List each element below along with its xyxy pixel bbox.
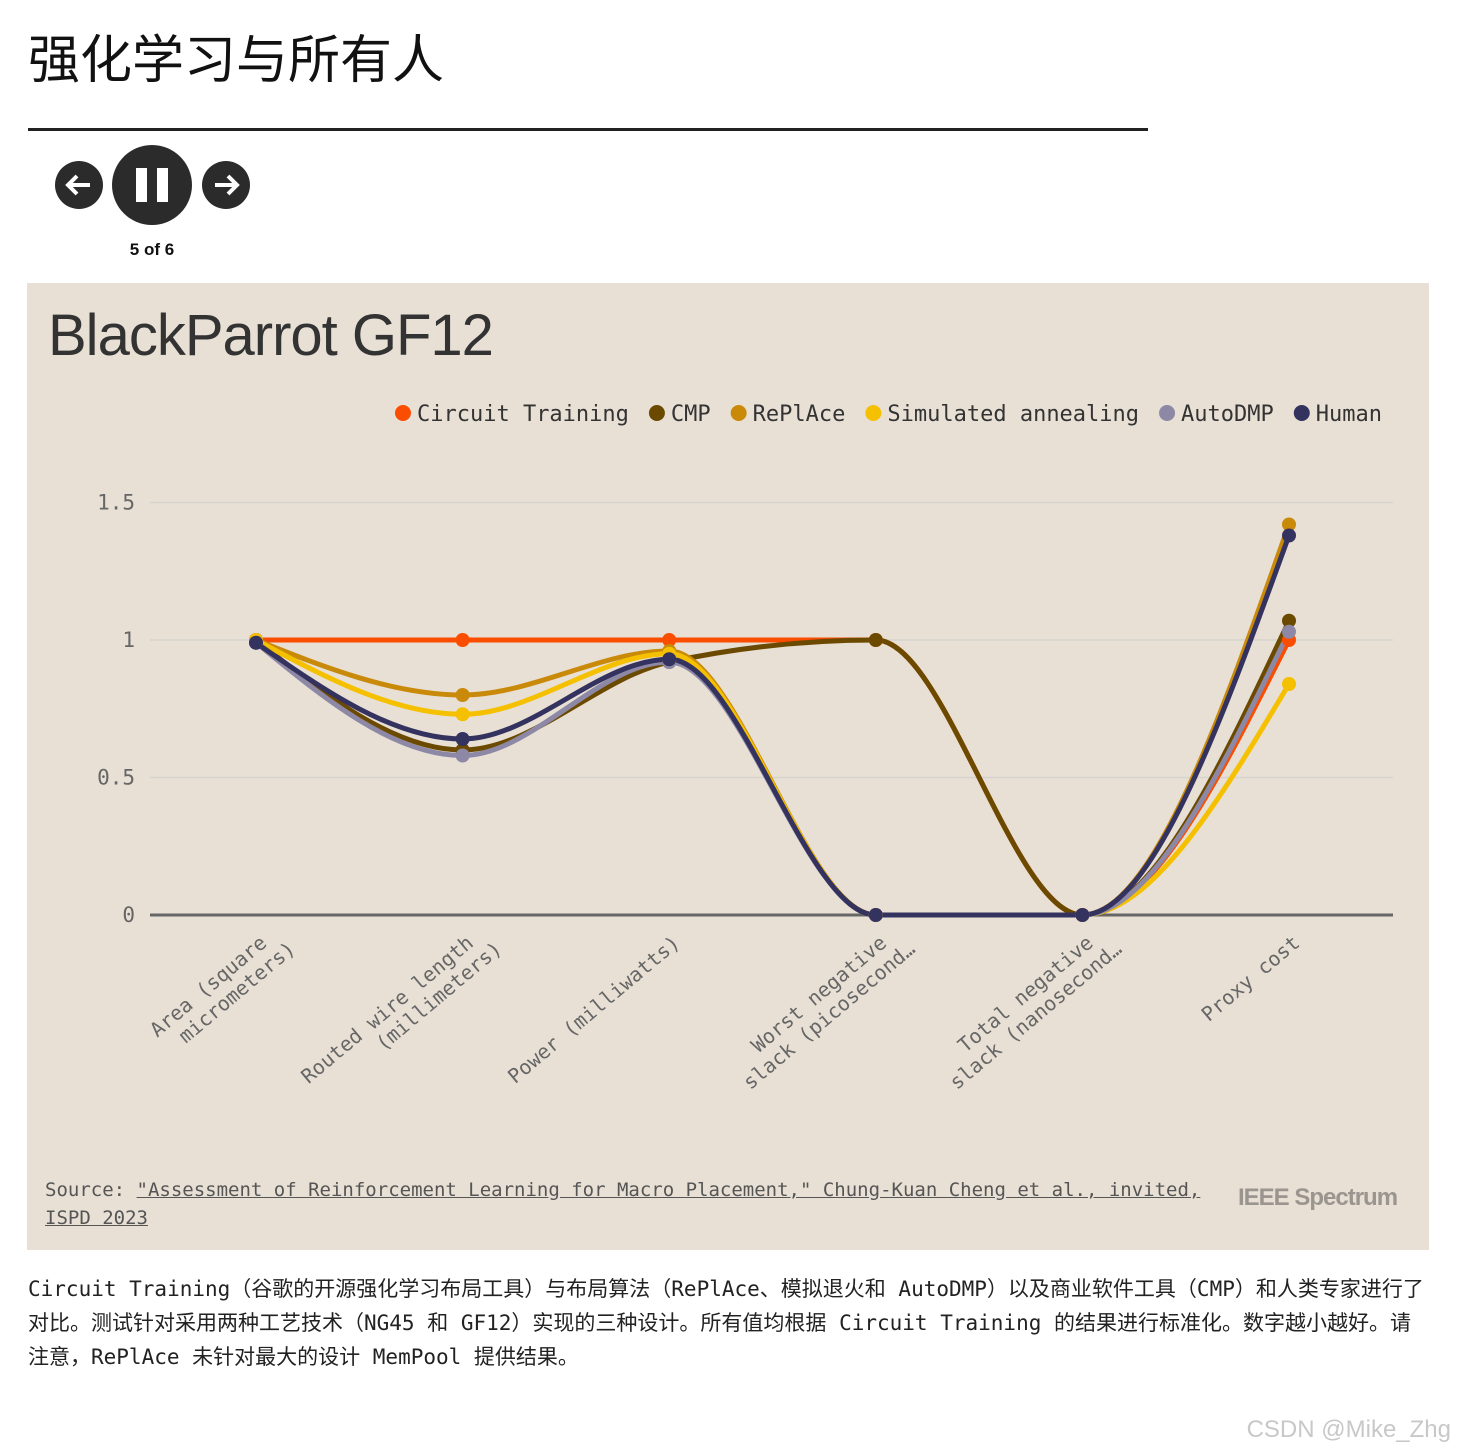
data-point [455,707,470,722]
data-point [1282,613,1296,628]
data-point [868,908,883,922]
source: Source: "Assessment of Reinforcement Lea… [45,1176,1220,1232]
y-tick-label: 0.5 [97,766,135,790]
credit: IEEE Spectrum [1238,1184,1398,1211]
page-title: 强化学习与所有人 [28,31,445,91]
legend-label: RePlAce [753,402,846,427]
chart-title: BlackParrot GF12 [48,303,493,368]
legend-label: AutoDMP [1181,402,1274,427]
slide-counter: 5 of 6 [129,240,175,259]
source-label: Source: [45,1179,126,1201]
pause-button[interactable] [112,145,192,225]
next-button[interactable] [202,161,250,209]
legend-marker [394,405,411,421]
data-point [1282,517,1296,532]
legend-marker [730,405,747,421]
watermark: CSDN @Mike_Zhg [1246,1416,1451,1443]
legend-label: Simulated annealing [887,402,1139,427]
divider [28,128,1148,131]
y-tick-label: 0 [122,903,135,927]
data-point [455,633,470,647]
data-point [455,688,470,702]
legend-label: Human [1316,402,1382,427]
data-point [455,732,470,746]
data-point [1282,528,1296,543]
prev-button[interactable] [55,161,103,209]
data-point [662,633,677,647]
data-point [1282,677,1296,691]
data-point [1075,908,1090,922]
data-point [662,652,677,667]
legend-label: CMP [671,402,711,427]
caption: Circuit Training（谷歌的开源强化学习布局工具）与布局算法（ReP… [28,1277,1424,1369]
y-tick-label: 1 [122,628,135,652]
data-point [868,633,883,647]
legend-marker [648,405,665,421]
source-link[interactable]: "Assessment of Reinforcement Learning fo… [45,1179,1201,1229]
data-point [1282,624,1296,639]
legend-marker [865,405,882,421]
y-tick-label: 1.5 [97,491,135,515]
data-point [249,635,263,650]
legend-marker [1159,405,1176,421]
legend-label: Circuit Training [417,402,629,427]
data-point [455,748,470,763]
legend-marker [1293,405,1310,421]
